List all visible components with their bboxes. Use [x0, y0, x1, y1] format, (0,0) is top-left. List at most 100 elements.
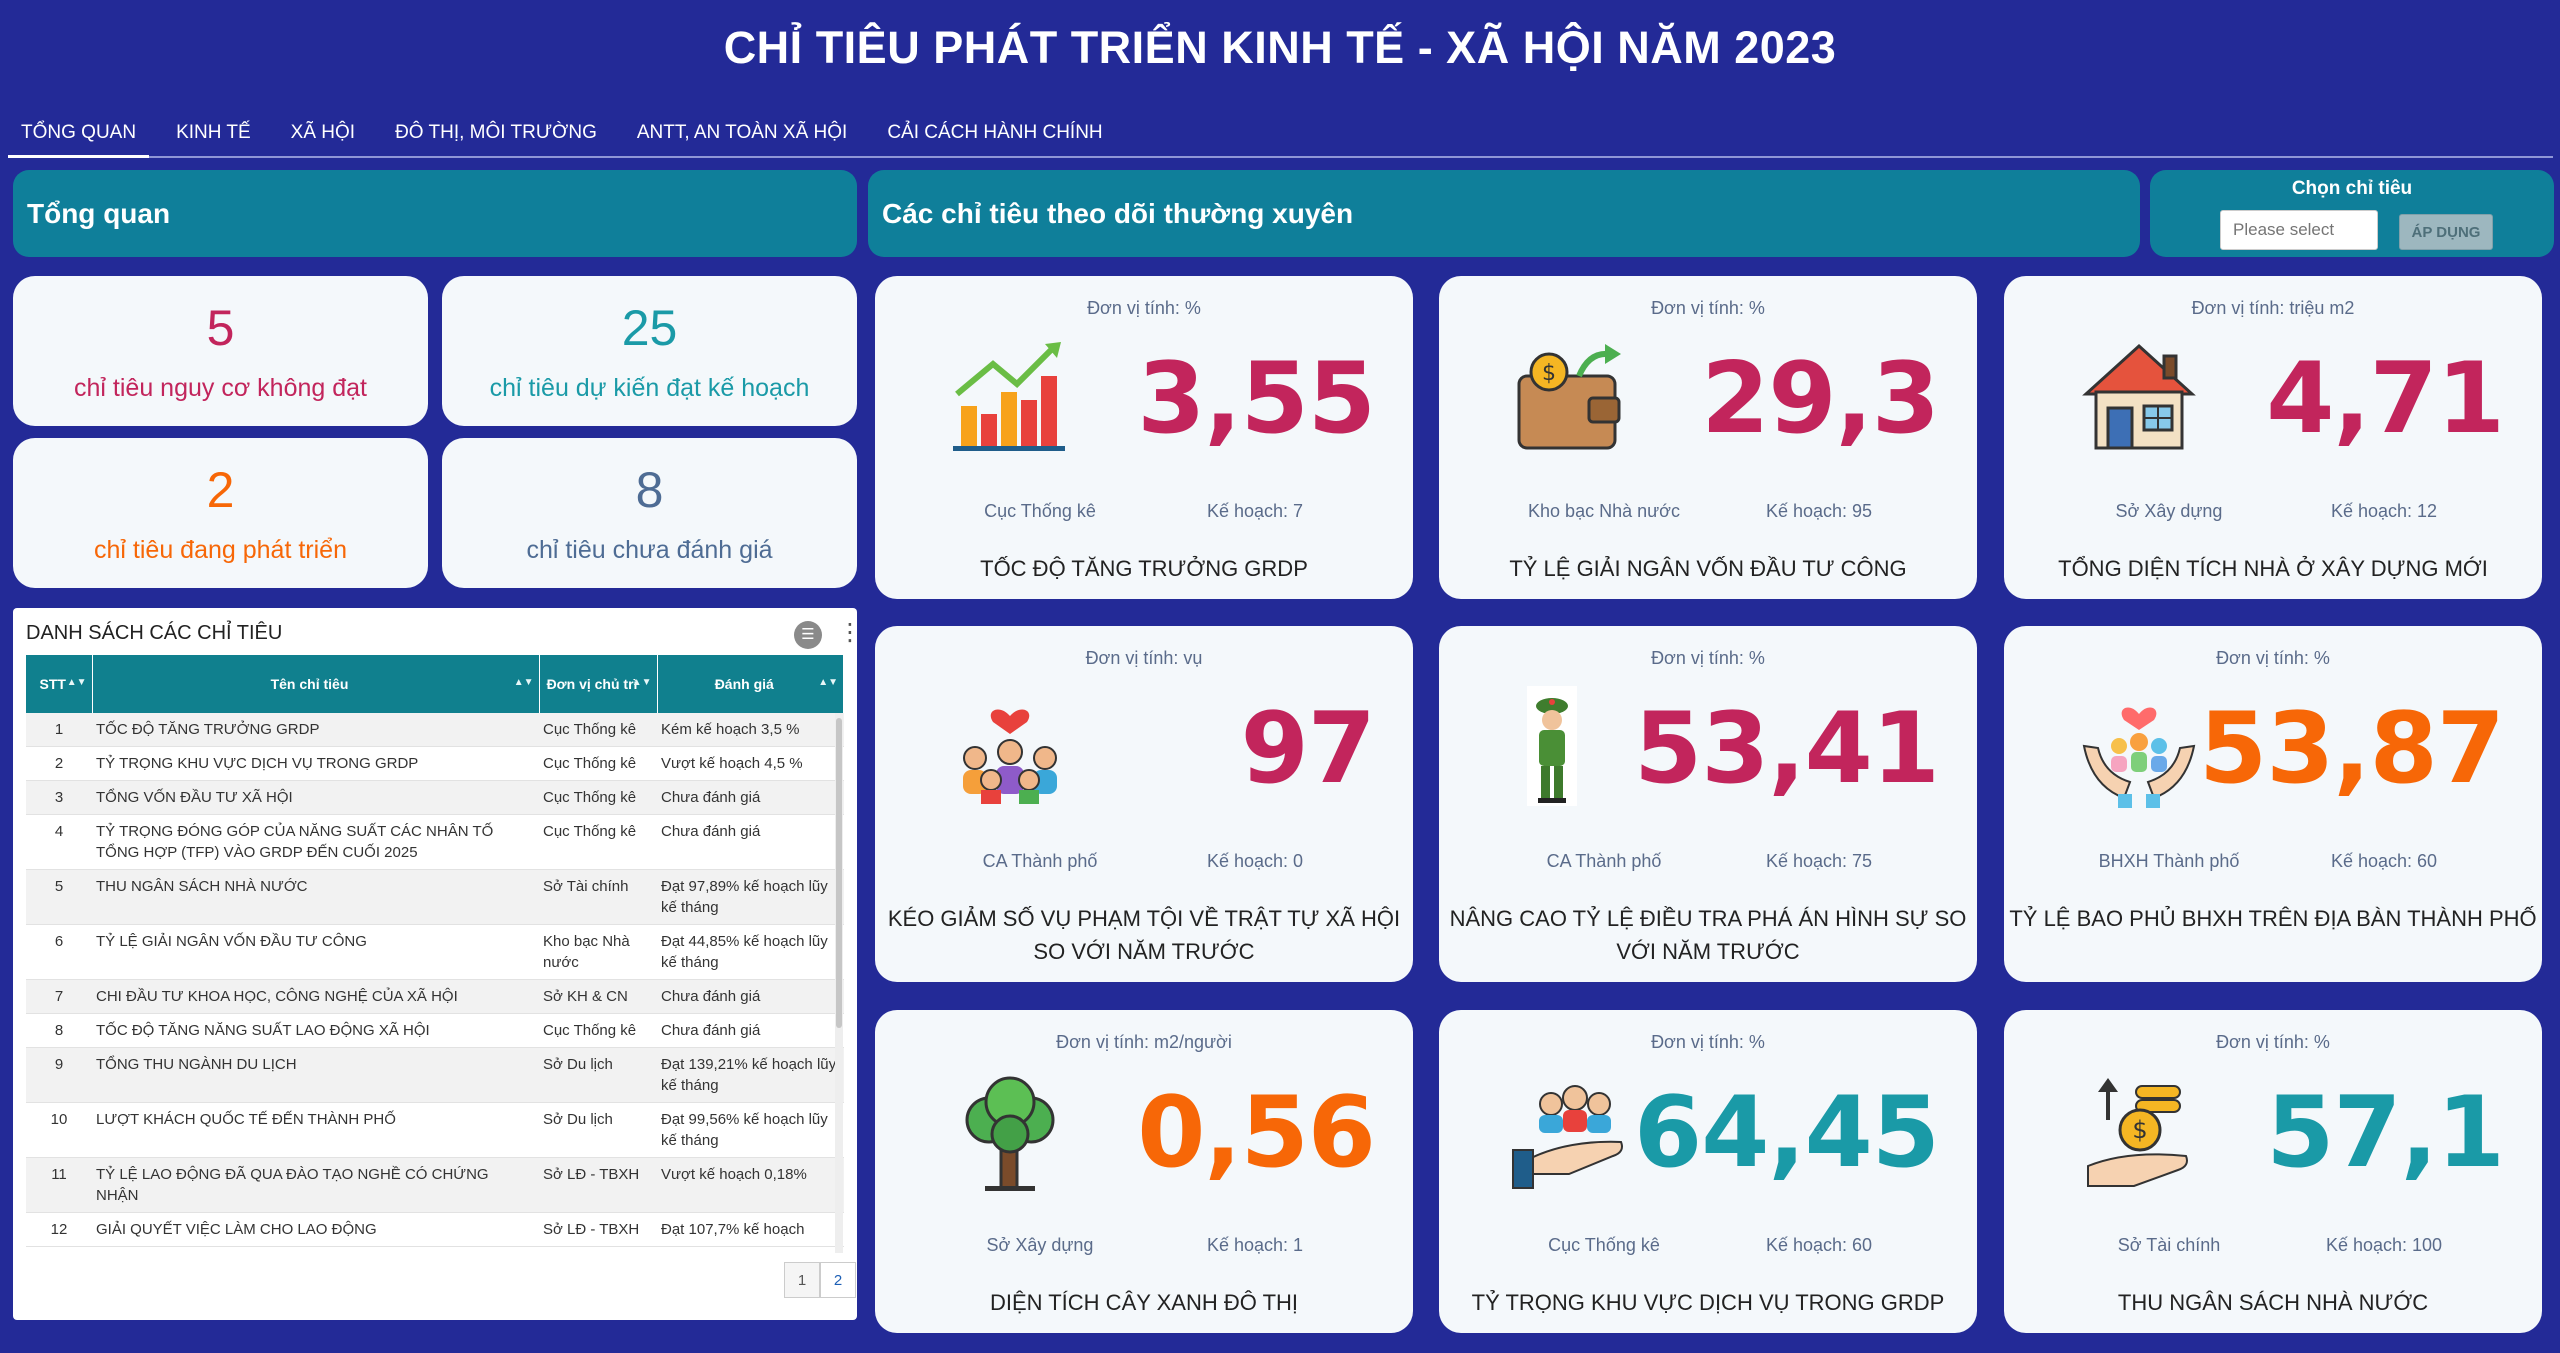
stat-label: chỉ tiêu chưa đánh giá: [526, 536, 773, 564]
apply-button[interactable]: ÁP DỤNG: [2399, 214, 2493, 250]
tree-icon: [965, 1076, 1055, 1191]
card-plan: Kế hoạch: 60: [2330, 851, 2438, 871]
header-unit[interactable]: Đơn vị chủ trì ▲▼: [539, 655, 658, 713]
table-scrollbar[interactable]: [835, 713, 843, 1253]
indicator-card[interactable]: Đơn vị tính: % $ 57,1 Sở Tài chính Kế ho…: [2004, 1010, 2542, 1333]
table-row[interactable]: 6 TỶ LỆ GIẢI NGÂN VỐN ĐẦU TƯ CÔNG Kho bạc …: [26, 924, 844, 980]
more-options-icon[interactable]: ⋮: [838, 619, 862, 646]
tab-cai-cach-hanh-chinh[interactable]: CẢI CÁCH HÀNH CHÍNH: [887, 122, 1103, 143]
card-name: KÉO GIẢM SỐ VỤ PHẠM TỘI VỀ TRẬT TỰ XÃ HỘ…: [887, 906, 1401, 964]
card-source: CA Thành phố: [982, 851, 1098, 871]
tab-kinh-te[interactable]: KINH TẾ: [176, 122, 251, 143]
table-row[interactable]: 4 TỶ TRỌNG ĐÓNG GÓP CỦA NĂNG SUẤT CÁC NHÂ…: [26, 814, 844, 870]
page-button[interactable]: 2: [820, 1262, 856, 1298]
card-plan: Kế hoạch: 100: [2325, 1235, 2443, 1255]
indicator-card[interactable]: Đơn vị tính: % 53,87 BHXH Thành phố Kế h…: [2004, 626, 2542, 982]
card-value: 53,41: [1634, 692, 1940, 806]
stat-value: 25: [621, 300, 678, 356]
tab-do-thi-moi-truong[interactable]: ĐÔ THỊ, MÔI TRƯỜNG: [395, 122, 597, 143]
card-name: TỶ LỆ GIẢI NGÂN VỐN ĐẦU TƯ CÔNG: [1509, 556, 1907, 581]
card-source: CA Thành phố: [1546, 851, 1662, 871]
tab-antt[interactable]: ANTT, AN TOÀN XÃ HỘI: [636, 122, 848, 143]
sort-icon: ▲▼: [513, 677, 534, 688]
header-name[interactable]: Tên chỉ tiêu ▲▼: [92, 655, 540, 713]
card-value: 57,1: [2266, 1076, 2505, 1190]
svg-text:$: $: [2132, 1116, 2147, 1144]
page-title: CHỈ TIÊU PHÁT TRIỂN KINH TẾ - XÃ HỘI NĂM…: [723, 22, 1837, 73]
table-row[interactable]: 3 TỔNG VỐN ĐẦU TƯ XÃ HỘI Cục Thống kê Chưa …: [26, 780, 844, 815]
card-plan: Kế hoạch: 7: [1206, 501, 1304, 521]
stat-value: 8: [635, 462, 664, 518]
card-source: Sở Xây dựng: [2115, 501, 2223, 521]
card-unit: Đơn vị tính: m2/người: [1056, 1032, 1232, 1052]
card-unit: Đơn vị tính: %: [2216, 648, 2330, 668]
card-plan: Kế hoạch: 75: [1765, 851, 1873, 871]
tab-tong-quan[interactable]: TỔNG QUAN: [8, 112, 150, 158]
table-row[interactable]: 5 THU NGÂN SÁCH NHÀ NƯỚC Sở Tài chính Đạt 9…: [26, 869, 844, 925]
stat-label: chỉ tiêu nguy cơ không đạt: [74, 374, 367, 402]
card-unit: Đơn vị tính: triệu m2: [2191, 298, 2355, 318]
overview-title: Tổng quan: [27, 197, 171, 229]
table-row[interactable]: 9 TỔNG THU NGÀNH DU LỊCH Sở Du lịch Đạt 139…: [26, 1047, 844, 1103]
indicator-card[interactable]: Đơn vị tính: m2/người 0,56 Sở Xây dựng K…: [875, 1010, 1413, 1333]
page-button[interactable]: 1: [784, 1262, 820, 1298]
indicator-card[interactable]: Đơn vị tính: triệu m2 4,71 Sở Xây dựng K…: [2004, 276, 2542, 599]
card-value: 29,3: [1701, 342, 1940, 456]
card-unit: Đơn vị tính: vụ: [1085, 648, 1203, 668]
list-title: DANH SÁCH CÁC CHỈ TIÊU: [26, 622, 283, 644]
card-plan: Kế hoạch: 60: [1765, 1235, 1873, 1255]
house-icon: [2082, 343, 2196, 450]
stat-on-track: 25 chỉ tiêu dự kiến đạt kế hoạch: [442, 276, 857, 426]
coins-hand-icon: $: [2087, 1078, 2188, 1187]
indicator-select[interactable]: [2220, 210, 2378, 250]
stat-label: chỉ tiêu đang phát triển: [94, 536, 347, 564]
table-row[interactable]: 10 LƯỢT KHÁCH QUỐC TẾ ĐẾN THÀNH PHỐ Sở Du …: [26, 1102, 844, 1158]
indicator-card[interactable]: Đơn vị tính: % 3,55 Cục Thống kê Kế hoạc…: [875, 276, 1413, 599]
card-source: BHXH Thành phố: [2098, 851, 2240, 871]
overview-header: Tổng quan: [13, 170, 857, 257]
police-icon: [1527, 686, 1577, 806]
card-unit: Đơn vị tính: %: [1651, 1032, 1765, 1052]
indicator-table: STT ▲▼ Tên chỉ tiêu ▲▼ Đơn vị chủ trì ▲▼ Đá…: [26, 655, 844, 1247]
table-row[interactable]: 8 TỐC ĐỘ TĂNG NĂNG SUẤT LAO ĐỘNG XÃ HỘI Cụ…: [26, 1013, 844, 1048]
table-row[interactable]: 7 CHI ĐẦU TƯ KHOA HỌC, CÔNG NGHỆ CỦA XÃ H…: [26, 979, 844, 1014]
indicator-picker: Chọn chỉ tiêu ÁP DỤNG: [2150, 170, 2554, 257]
stat-developing: 2 chỉ tiêu đang phát triển: [13, 438, 428, 588]
service-hand-icon: [1512, 1085, 1623, 1189]
card-source: Sở Tài chính: [2117, 1235, 2221, 1255]
card-plan: Kế hoạch: 12: [2330, 501, 2438, 521]
table-row[interactable]: 11 TỶ LỆ LAO ĐỘNG ĐÃ QUA ĐÀO TẠO NGHỀ CÓ …: [26, 1157, 844, 1213]
indicator-card[interactable]: Đơn vị tính: % 53,41 CA Thành phố Kế hoạ…: [1439, 626, 1977, 982]
header-stt[interactable]: STT ▲▼: [26, 655, 93, 713]
table-row[interactable]: 12 GIẢI QUYẾT VIỆC LÀM CHO LAO ĐỘNG Sở LĐ …: [26, 1212, 844, 1247]
table-row[interactable]: 2 TỶ TRỌNG KHU VỰC DỊCH VỤ TRONG GRDP Cục …: [26, 746, 844, 781]
card-name: NÂNG CAO TỶ LỆ ĐIỀU TRA PHÁ ÁN HÌNH SỰ S…: [1449, 906, 1967, 964]
card-value: 0,56: [1137, 1076, 1376, 1190]
indicator-card[interactable]: Đơn vị tính: % 64,45 Cục Thống kê Kế hoạ…: [1439, 1010, 1977, 1333]
picker-label: Chọn chỉ tiêu: [2291, 178, 2413, 199]
card-value: 64,45: [1634, 1076, 1940, 1190]
indicator-card[interactable]: Đơn vị tính: % $ 29,3 Kho bạc Nhà nước K…: [1439, 276, 1977, 599]
card-name: THU NGÂN SÁCH NHÀ NƯỚC: [2117, 1290, 2429, 1315]
card-name: TỶ LỆ BAO PHỦ BHXH TRÊN ĐỊA BÀN THÀNH PH…: [2009, 906, 2537, 931]
card-source: Sở Xây dựng: [986, 1235, 1094, 1255]
card-source: Kho bạc Nhà nước: [1528, 501, 1680, 521]
tab-xa-hoi[interactable]: XÃ HỘI: [290, 122, 356, 143]
growth-chart-icon: [953, 342, 1065, 451]
stat-value: 2: [206, 462, 235, 518]
filter-icon[interactable]: ☰: [794, 621, 822, 649]
indicator-card[interactable]: Đơn vị tính: vụ 97 CA Thành phố Kế hoạch…: [875, 626, 1413, 982]
table-row[interactable]: 1 TỐC ĐỘ TĂNG TRƯỞNG GRDP Cục Thống kê Kém …: [26, 713, 844, 747]
card-unit: Đơn vị tính: %: [1651, 298, 1765, 318]
wallet-icon: $: [1517, 344, 1621, 450]
sort-icon: ▲▼: [818, 677, 838, 688]
svg-text:$: $: [1542, 361, 1556, 386]
tab-bar: TỔNG QUAN KINH TẾ XÃ HỘI ĐÔ THỊ, MÔI TRƯ…: [8, 112, 2553, 158]
stat-at-risk: 5 chỉ tiêu nguy cơ không đạt: [13, 276, 428, 426]
card-plan: Kế hoạch: 95: [1765, 501, 1873, 521]
header-rating[interactable]: Đánh giá ▲▼: [657, 655, 844, 713]
card-name: TỐC ĐỘ TĂNG TRƯỞNG GRDP: [980, 556, 1308, 581]
tracked-header: Các chỉ tiêu theo dõi thường xuyên: [868, 170, 2140, 257]
card-unit: Đơn vị tính: %: [1651, 648, 1765, 668]
card-plan: Kế hoạch: 1: [1206, 1235, 1304, 1255]
